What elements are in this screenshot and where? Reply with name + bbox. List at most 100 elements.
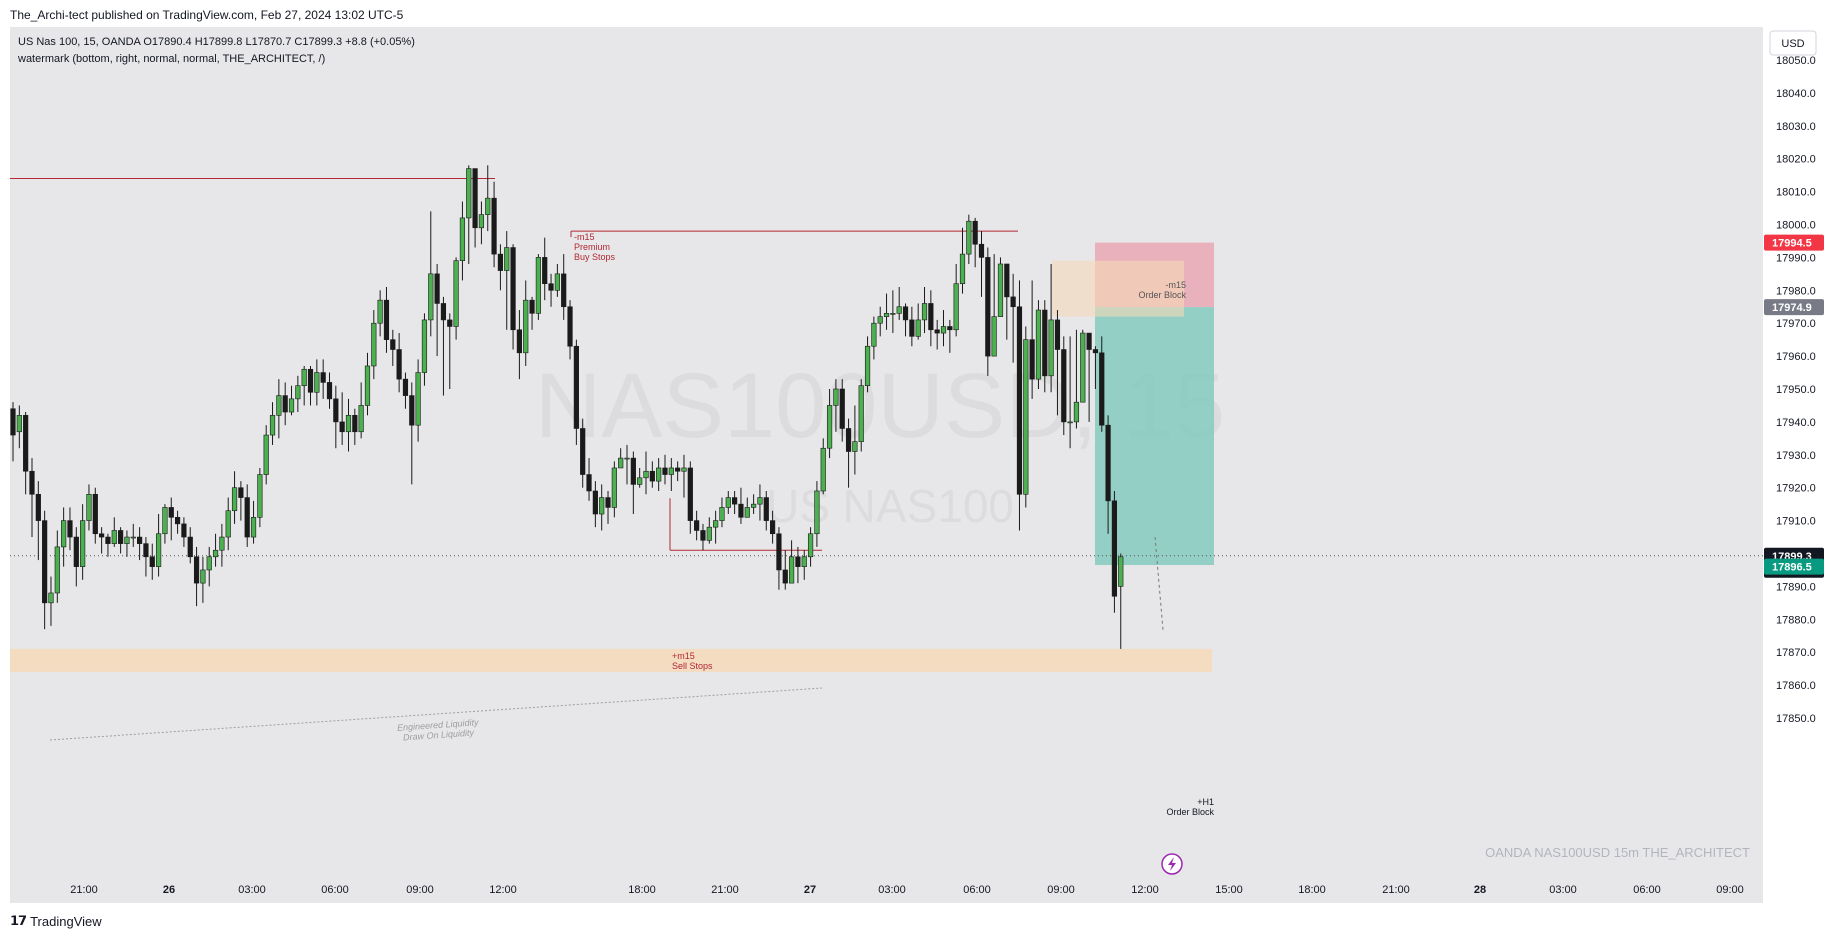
candle-body	[390, 339, 396, 350]
candle-body	[301, 368, 307, 387]
candle-body	[1023, 339, 1029, 495]
y-tick-label: 17990.0	[1776, 252, 1816, 264]
candle-body	[1035, 309, 1042, 380]
levels-layer	[10, 177, 1763, 741]
candle-body	[826, 405, 833, 449]
candle-body	[586, 474, 592, 492]
m15-order-block-label: Order Block	[1138, 290, 1186, 300]
candle-body	[80, 520, 86, 567]
candle-body	[295, 385, 301, 400]
candle-body	[288, 398, 295, 413]
entry-price-badge-bg	[1764, 299, 1824, 316]
candle-body	[333, 398, 339, 423]
candle-body	[675, 467, 681, 472]
candle-body	[978, 243, 985, 258]
candle-body	[643, 470, 649, 479]
candle-body	[871, 322, 877, 347]
candle-body	[624, 457, 630, 460]
candle-body	[561, 273, 567, 308]
currency-label: USD	[1781, 38, 1804, 50]
candle-body	[16, 415, 22, 433]
y-tick-label: 17870.0	[1776, 647, 1816, 659]
h1-order-block-label: +H1	[1197, 797, 1214, 807]
candle-body	[263, 434, 269, 475]
candle-body	[478, 214, 485, 229]
x-tick-label: 06:00	[321, 884, 349, 896]
x-tick-label: 03:00	[1549, 884, 1577, 896]
brand-name: TradingView	[30, 913, 102, 929]
y-tick-label: 17920.0	[1776, 483, 1816, 495]
candle-body	[250, 517, 257, 538]
candle-body	[510, 247, 516, 331]
candle-body	[845, 428, 852, 452]
candle-body	[497, 253, 504, 271]
m15-order-block-label: -m15	[1165, 280, 1186, 290]
candle-body	[1111, 500, 1118, 597]
candle-body	[143, 543, 149, 558]
y-tick-label: 17860.0	[1776, 680, 1816, 692]
candle-body	[219, 536, 225, 551]
candle-body	[732, 497, 738, 505]
candle-body	[858, 385, 864, 442]
candle-body	[231, 487, 238, 512]
candle-body	[972, 220, 978, 245]
y-tick-label: 17880.0	[1776, 614, 1816, 626]
x-tick-label: 21:00	[1382, 884, 1410, 896]
sell-stops-label: Sell Stops	[672, 661, 713, 671]
candle-body	[42, 520, 48, 604]
x-tick-label: 06:00	[963, 884, 991, 896]
candle-body	[782, 569, 788, 584]
x-tick-label: 27	[804, 884, 816, 896]
candle-body	[554, 273, 560, 291]
candle-body	[896, 306, 902, 314]
engineered-liquidity-label: Draw On Liquidity	[403, 727, 475, 742]
x-tick-label: 09:00	[1047, 884, 1075, 896]
candle-body	[244, 497, 250, 538]
x-axis-ticks: 21:00 26 03:00 06:00 09:00 12:00 18:00 21:00 27 0…	[70, 884, 1744, 896]
candle-body	[168, 507, 174, 518]
candle-body	[852, 441, 858, 452]
candle-body	[611, 467, 617, 508]
candle-body	[320, 372, 326, 383]
legend-line-1: US Nas 100, 15, OANDA O17890.4 H17899.8 …	[18, 36, 415, 48]
candle-body	[953, 283, 959, 331]
candle-body	[618, 457, 624, 469]
candle-body	[269, 415, 276, 436]
x-tick-label: 09:00	[1716, 884, 1744, 896]
candle-body	[662, 467, 668, 475]
candle-body	[921, 303, 928, 321]
candle-body	[409, 395, 415, 426]
plot-area	[10, 27, 1763, 903]
candle-body	[86, 493, 92, 521]
candle-body	[440, 303, 447, 321]
x-tick-label: 18:00	[1298, 884, 1326, 896]
x-tick-label: 15:00	[1215, 884, 1243, 896]
candle-body	[687, 467, 693, 521]
candle-body	[763, 497, 769, 521]
m15-order-block-zone	[1052, 260, 1184, 317]
candle-body	[453, 260, 459, 327]
publish-info: The_Archi-tect published on TradingView.…	[10, 8, 404, 22]
y-tick-label: 17980.0	[1776, 285, 1816, 297]
candle-body	[225, 510, 231, 538]
candle-body	[934, 329, 940, 334]
candle-body	[656, 467, 662, 482]
replay-icon[interactable]	[1161, 853, 1183, 875]
candle-body	[516, 329, 522, 354]
tradingview-logo[interactable]: 𝟭𝟳 TradingView	[10, 913, 102, 929]
y-tick-label: 17950.0	[1776, 384, 1816, 396]
candle-body	[801, 556, 807, 567]
publish-header: The_Archi-tect published on TradingView.…	[0, 0, 1835, 27]
candle-body	[377, 299, 383, 324]
candle-body	[776, 533, 782, 571]
sell-stops-label: +m15	[672, 651, 695, 661]
y-tick-label: 17930.0	[1776, 450, 1816, 462]
candle-body	[864, 345, 871, 387]
currency-button[interactable]: USD	[1769, 30, 1817, 56]
candle-body	[200, 569, 206, 584]
candle-body	[421, 319, 428, 373]
candle-body	[529, 299, 535, 314]
candle-body	[149, 556, 155, 567]
